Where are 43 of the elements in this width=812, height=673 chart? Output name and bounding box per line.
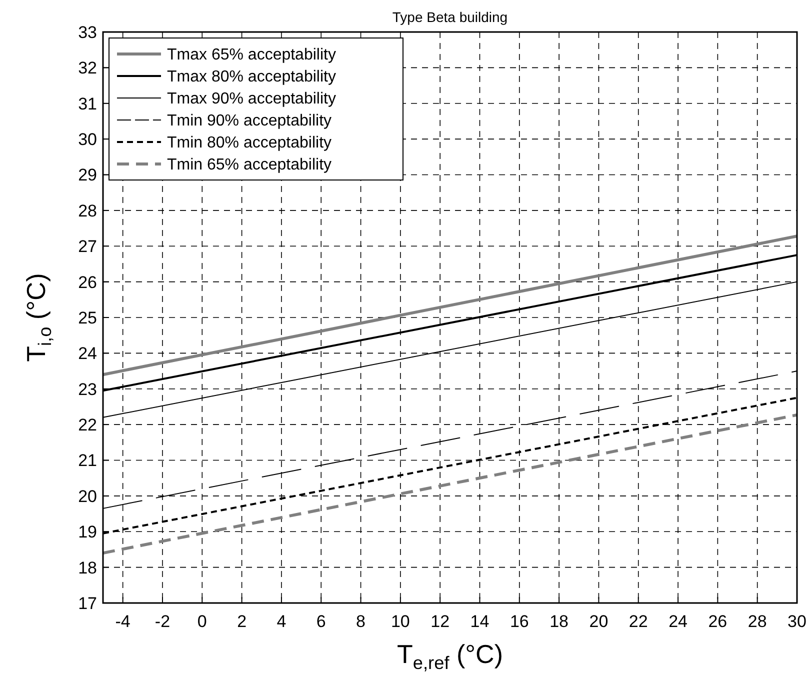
x-tick-label: 10 bbox=[390, 612, 410, 631]
y-tick-label: 29 bbox=[78, 166, 97, 185]
chart-title: Type Beta building bbox=[392, 9, 508, 25]
y-tick-label: 27 bbox=[78, 237, 97, 256]
y-tick-label: 24 bbox=[78, 344, 97, 364]
x-tick-label: 20 bbox=[589, 612, 608, 631]
x-tick-label: 8 bbox=[356, 612, 366, 631]
x-tick-label: 12 bbox=[430, 612, 450, 631]
y-tick-label: 21 bbox=[78, 451, 97, 470]
y-tick-label: 26 bbox=[78, 272, 97, 292]
y-tick-label: 32 bbox=[78, 58, 97, 78]
y-tick-label: 20 bbox=[78, 486, 97, 506]
legend-label: Tmax 90% acceptability bbox=[167, 90, 336, 108]
x-tick-label: 14 bbox=[470, 612, 490, 631]
x-tick-label: 18 bbox=[550, 612, 569, 631]
x-tick-label: 6 bbox=[316, 612, 326, 631]
y-tick-label: 19 bbox=[78, 522, 97, 542]
legend-label: Tmin 90% acceptability bbox=[167, 112, 332, 130]
x-tick-label: 16 bbox=[510, 612, 529, 631]
x-tick-label: 2 bbox=[237, 612, 247, 631]
x-tick-label: 4 bbox=[276, 612, 286, 631]
y-tick-label: 33 bbox=[78, 22, 97, 42]
y-tick-label: 31 bbox=[78, 94, 97, 114]
x-axis-title: T$_{e,ref}$ (°C) bbox=[396, 639, 504, 673]
x-tick-label: 24 bbox=[668, 612, 688, 631]
y-tick-label: 30 bbox=[78, 130, 97, 150]
x-tick-label: -4 bbox=[115, 612, 130, 631]
y-tick-label: 17 bbox=[78, 594, 97, 613]
legend-label: Tmax 80% acceptability bbox=[167, 68, 336, 86]
y-tick-label: 28 bbox=[78, 201, 97, 220]
y-tick-label: 22 bbox=[78, 416, 97, 435]
x-tick-label: 30 bbox=[788, 612, 806, 631]
x-tick-label: 26 bbox=[708, 612, 728, 631]
x-tick-label: -2 bbox=[154, 612, 170, 631]
x-tick-label: 0 bbox=[197, 612, 207, 631]
legend-label: Tmin 65% acceptability bbox=[167, 156, 332, 174]
y-tick-label: 25 bbox=[78, 308, 97, 328]
legend-label: Tmax 65% acceptability bbox=[167, 46, 336, 64]
y-tick-label: 18 bbox=[78, 558, 97, 578]
legend-label: Tmin 80% acceptability bbox=[167, 134, 332, 152]
x-tick-label: 22 bbox=[628, 612, 648, 631]
y-tick-label: 23 bbox=[78, 380, 97, 399]
x-tick-label: 28 bbox=[748, 612, 767, 631]
